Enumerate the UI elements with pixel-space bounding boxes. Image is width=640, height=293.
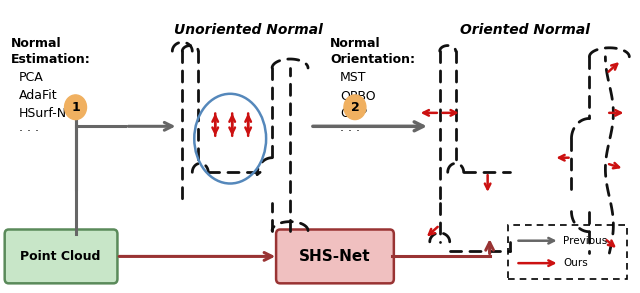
Text: Normal: Normal <box>11 37 61 50</box>
FancyBboxPatch shape <box>4 229 118 283</box>
Text: PCA: PCA <box>19 71 44 84</box>
Text: HSurf-Net: HSurf-Net <box>19 107 79 120</box>
Text: ODP: ODP <box>340 107 367 120</box>
Text: Oriented Normal: Oriented Normal <box>460 23 589 37</box>
Text: · · ·: · · · <box>19 125 38 138</box>
Text: Point Cloud: Point Cloud <box>20 250 100 263</box>
Circle shape <box>65 95 86 120</box>
Text: 2: 2 <box>351 101 359 114</box>
Text: · · ·: · · · <box>340 125 360 138</box>
Text: Normal: Normal <box>330 37 381 50</box>
FancyBboxPatch shape <box>276 229 394 283</box>
Circle shape <box>344 95 366 120</box>
Text: Ours: Ours <box>563 258 588 268</box>
Text: Unoriented Normal: Unoriented Normal <box>173 23 323 37</box>
Text: Previous: Previous <box>563 236 608 246</box>
Text: QPBO: QPBO <box>340 89 376 102</box>
Text: AdaFit: AdaFit <box>19 89 58 102</box>
Text: Estimation:: Estimation: <box>11 53 90 67</box>
Text: MST: MST <box>340 71 367 84</box>
Text: Orientation:: Orientation: <box>330 53 415 67</box>
Text: SHS-Net: SHS-Net <box>299 249 371 264</box>
Text: 1: 1 <box>71 101 80 114</box>
